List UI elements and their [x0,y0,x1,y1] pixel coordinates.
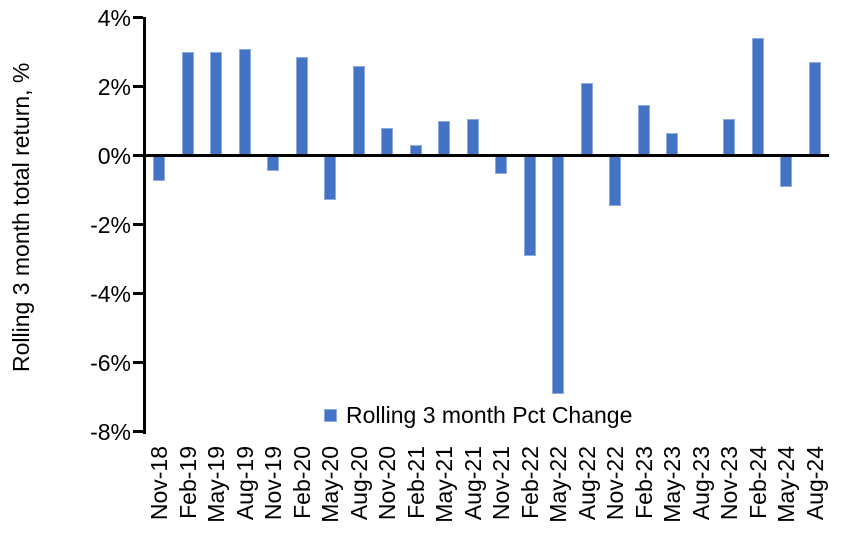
bar-Aug-21 [466,119,479,156]
bar-Aug-19 [238,48,251,156]
bar-Aug-24 [808,62,821,156]
bar-May-20 [324,155,337,201]
x-tick-label-Nov-18: Nov-18 [146,446,173,521]
y-tick-mark [133,154,143,157]
legend-marker-square [324,408,337,422]
bar-Nov-21 [495,155,508,175]
legend-label: Rolling 3 month Pct Change [346,402,633,428]
bar-May-23 [666,133,679,156]
x-tick-label-Feb-22: Feb-22 [516,446,543,519]
bar-Feb-22 [523,155,536,256]
x-tick-label-Feb-21: Feb-21 [402,446,429,519]
y-tick-mark [133,223,143,226]
x-tick-label-Feb-20: Feb-20 [288,446,315,519]
bar-Nov-22 [609,155,622,206]
y-tick-label-2%: 2% [97,73,131,100]
x-tick-label-Feb-23: Feb-23 [630,446,657,519]
x-tick-label-Nov-20: Nov-20 [374,446,401,521]
x-tick-label-Aug-19: Aug-19 [231,446,258,521]
bar-May-24 [780,155,793,187]
bar-Nov-18 [153,155,166,182]
bar-Nov-20 [381,127,394,156]
x-tick-label-May-21: May-21 [431,446,458,523]
bar-May-19 [210,52,223,156]
y-tick-label-0%: 0% [97,142,131,169]
zero-axis-line [145,154,829,157]
x-tick-label-Aug-20: Aug-20 [345,446,372,521]
x-tick-label-Nov-19: Nov-19 [260,446,287,521]
bar-Feb-23 [637,105,650,156]
y-tick-label-4%: 4% [97,4,131,31]
x-tick-label-Aug-22: Aug-22 [573,446,600,521]
x-tick-label-Feb-19: Feb-19 [174,446,201,519]
x-tick-label-Nov-23: Nov-23 [716,446,743,521]
y-tick-mark [133,430,143,433]
y-tick-mark [133,16,143,19]
y-tick-label--4%: -4% [90,280,131,307]
y-tick-mark [133,361,143,364]
bar-Aug-22 [580,83,593,156]
x-tick-label-Nov-22: Nov-22 [602,446,629,521]
y-tick-label--6%: -6% [90,349,131,376]
bar-May-21 [438,121,451,156]
x-tick-label-Feb-24: Feb-24 [744,446,771,519]
x-tick-label-Aug-24: Aug-24 [801,446,828,521]
x-tick-label-Aug-21: Aug-21 [459,446,486,521]
x-tick-label-Nov-21: Nov-21 [488,446,515,521]
bar-Feb-20 [295,57,308,156]
bar-Feb-24 [751,38,764,156]
x-tick-label-May-24: May-24 [773,446,800,523]
x-tick-label-May-19: May-19 [203,446,230,523]
bar-May-22 [552,155,565,394]
legend: Rolling 3 month Pct Change [324,403,632,427]
y-tick-mark [133,292,143,295]
y-tick-label--8%: -8% [90,418,131,445]
x-tick-label-May-20: May-20 [317,446,344,523]
bar-Nov-19 [267,155,280,172]
y-tick-label--2%: -2% [90,211,131,238]
bar-Aug-20 [352,65,365,156]
y-axis-line [143,17,146,434]
x-tick-label-May-23: May-23 [659,446,686,523]
bar-Feb-19 [181,52,194,156]
x-tick-label-May-22: May-22 [545,446,572,523]
y-tick-mark [133,85,143,88]
bar-Nov-23 [723,119,736,156]
x-tick-label-Aug-23: Aug-23 [687,446,714,521]
